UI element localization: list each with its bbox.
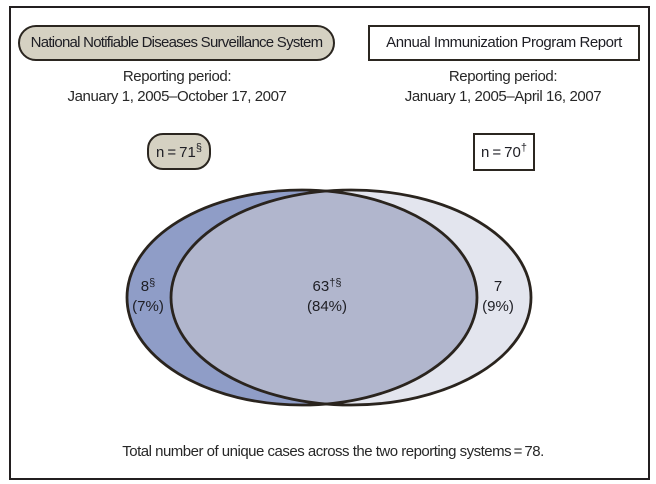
svg-text:7: 7 [494, 278, 502, 295]
svg-text:(7%): (7%) [132, 298, 164, 315]
svg-text:(9%): (9%) [482, 298, 514, 315]
svg-text:(84%): (84%) [307, 298, 347, 315]
